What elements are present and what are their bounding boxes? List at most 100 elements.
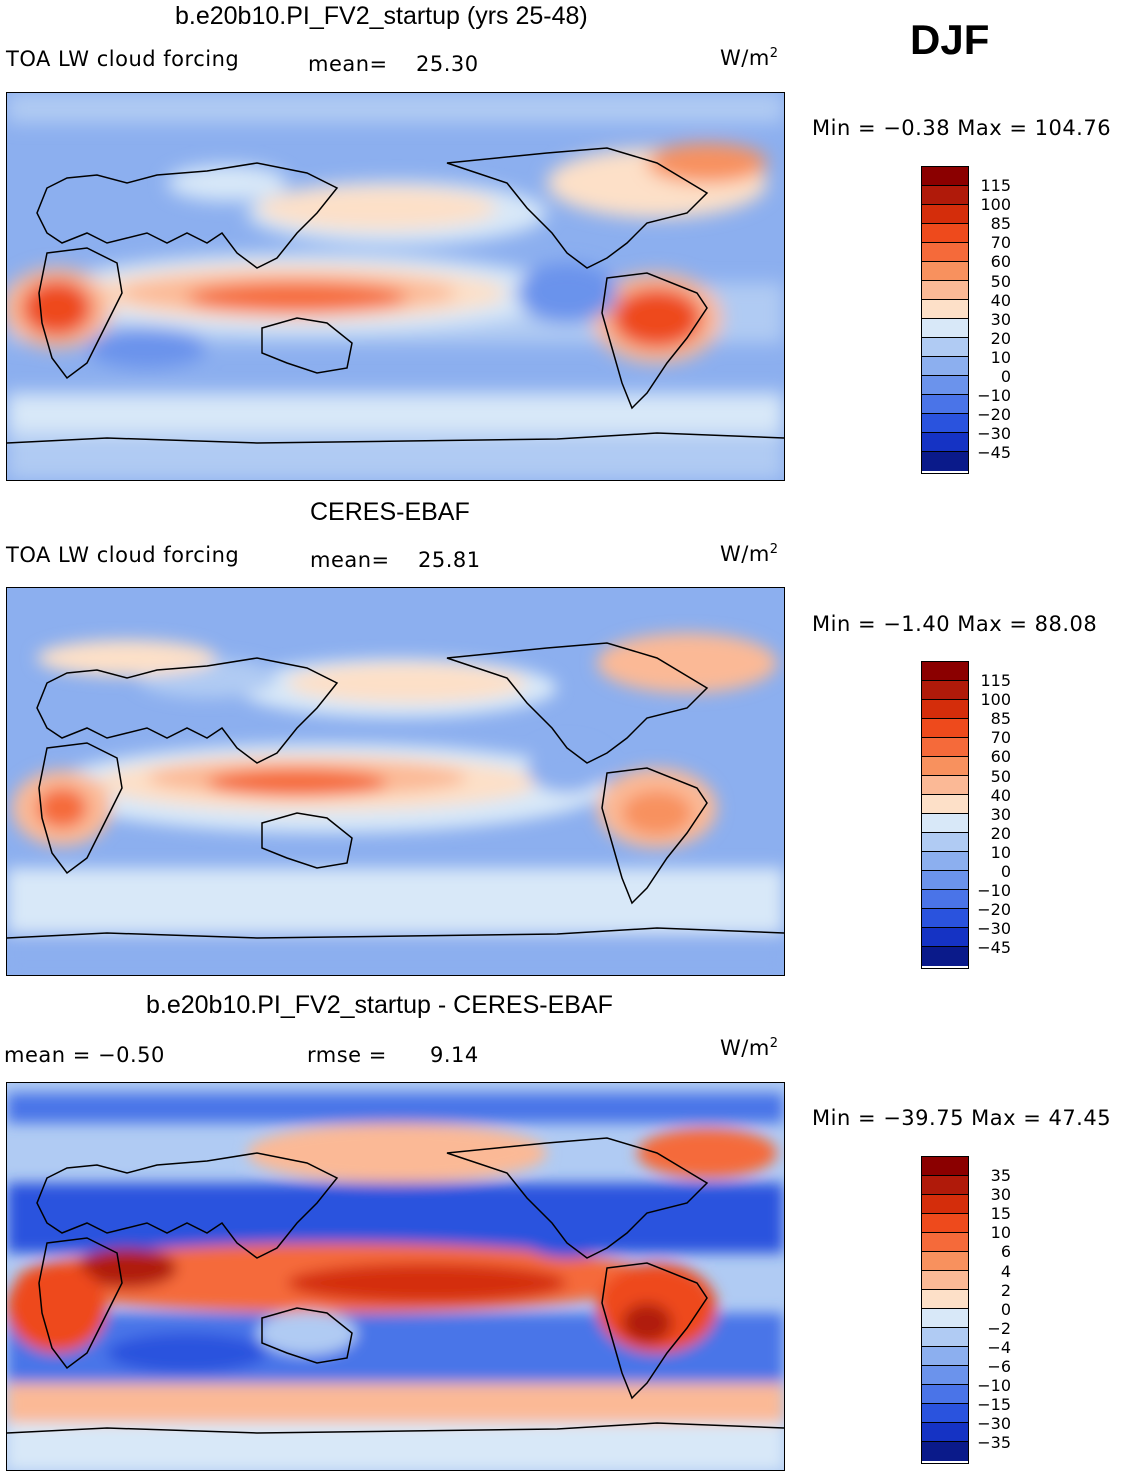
panel3-colorbar-box: [922, 1214, 968, 1233]
panel3-colorbar-box: [922, 1404, 968, 1423]
panel3-colorbar-box: [922, 1385, 968, 1404]
panel3-colorbar-tick: 30: [990, 1185, 1011, 1205]
panel1-colorbar-box: [922, 452, 968, 471]
panel3-colorbar: [921, 1156, 969, 1464]
panel2-colorbar-box: [922, 700, 968, 719]
panel1-map: [6, 92, 785, 481]
panel1-colorbar-tick: −10: [977, 386, 1011, 406]
panel1-colorbar-box: [922, 167, 968, 186]
panel1-colorbar-tick: 20: [990, 328, 1011, 348]
panel1-colorbar-tick: −20: [977, 405, 1011, 425]
panel3-map-graphic: [7, 1083, 784, 1470]
panel3-colorbar-box: [922, 1290, 968, 1309]
panel3-mean-stat: mean = −0.50: [4, 1043, 165, 1067]
panel3-colorbar-tick: 15: [990, 1204, 1011, 1224]
panel1-colorbar-box: [922, 281, 968, 300]
panel2-colorbar-tick: 85: [990, 709, 1011, 729]
panel3-minmax: Min = −39.75 Max = 47.45: [812, 1106, 1112, 1130]
panel1-mean-label: mean=: [308, 52, 388, 76]
panel2-map: [6, 587, 785, 976]
season-label: DJF: [910, 16, 990, 63]
panel3-colorbar-tick: 6: [1000, 1242, 1011, 1262]
panel3-colorbar-tick: −4: [987, 1337, 1011, 1357]
panel2-colorbar-box: [922, 776, 968, 795]
panel1-units: W/m2: [720, 46, 779, 70]
panel1-colorbar-box: [922, 395, 968, 414]
panel1-colorbar-box: [922, 376, 968, 395]
panel3-colorbar-box: [922, 1176, 968, 1195]
panel3-title: b.e20b10.PI_FV2_startup - CERES-EBAF: [146, 991, 613, 1019]
panel3-colorbar-box: [922, 1309, 968, 1328]
panel3-colorbar-box: [922, 1252, 968, 1271]
panel1-colorbar-tick: 70: [990, 233, 1011, 253]
panel2-colorbar-box: [922, 814, 968, 833]
panel2-colorbar-tick: 10: [990, 842, 1011, 862]
panel1-colorbar-tick: −45: [977, 443, 1011, 463]
panel1-colorbar-box: [922, 186, 968, 205]
panel1-colorbar: [921, 166, 969, 474]
panel2-colorbar-box: [922, 757, 968, 776]
panel1-colorbar-tick: 85: [990, 214, 1011, 234]
panel2-colorbar-box: [922, 871, 968, 890]
panel1-coastlines: [7, 147, 784, 444]
panel1-minmax: Min = −0.38 Max = 104.76: [812, 116, 1112, 140]
panel2-colorbar-tick: 115: [980, 671, 1011, 690]
panel1-colorbar-box: [922, 433, 968, 452]
panel2-colorbar-tick: −10: [977, 881, 1011, 901]
panel3-colorbar-box: [922, 1366, 968, 1385]
panel2-colorbar-box: [922, 662, 968, 681]
panel2-minmax: Min = −1.40 Max = 88.08: [812, 612, 1098, 636]
panel2-colorbar-tick: 0: [1000, 862, 1011, 881]
panel1-colorbar-box: [922, 224, 968, 243]
panel3-colorbar-box: [922, 1442, 968, 1461]
panel1-map-graphic: [7, 93, 784, 480]
panel2-map-graphic: [7, 588, 784, 975]
panel3-colorbar-tick: −35: [977, 1433, 1011, 1453]
panel3-map: [6, 1082, 785, 1471]
panel2-colorbar-box: [922, 795, 968, 814]
panel2-colorbar-tick: 50: [990, 766, 1011, 786]
panel2-title: CERES-EBAF: [310, 498, 470, 526]
panel3-colorbar-tick: 10: [990, 1223, 1011, 1243]
panel3-colorbar-tick: 35: [990, 1166, 1011, 1185]
panel2-colorbar-tick: −45: [977, 938, 1011, 958]
panel2-coastlines: [7, 642, 784, 939]
panel3-colorbar-box: [922, 1347, 968, 1366]
panel3-colorbar-tick: 4: [1000, 1261, 1011, 1281]
panel3-colorbar-box: [922, 1271, 968, 1290]
panel2-colorbar-box: [922, 738, 968, 757]
panel1-variable-label: TOA LW cloud forcing: [6, 47, 240, 71]
panel1-colorbar-tick: 30: [990, 309, 1011, 329]
panel1-colorbar-tick: 115: [980, 176, 1011, 195]
panel2-colorbar: [921, 661, 969, 969]
panel1-title: b.e20b10.PI_FV2_startup (yrs 25-48): [175, 2, 588, 30]
panel1-colorbar-box: [922, 319, 968, 338]
panel3-colorbar-tick: 0: [1000, 1299, 1011, 1319]
panel3-colorbar-tick: −6: [987, 1357, 1011, 1376]
panel1-colorbar-box: [922, 262, 968, 281]
panel2-colorbar-tick: −20: [977, 900, 1011, 920]
panel3-colorbar-box: [922, 1233, 968, 1252]
panel2-colorbar-box: [922, 947, 968, 966]
panel2-colorbar-box: [922, 928, 968, 947]
panel3-colorbar-box: [922, 1157, 968, 1176]
panel1-colorbar-box: [922, 300, 968, 319]
panel3-rmse-value: 9.14: [430, 1043, 479, 1067]
panel2-colorbar-box: [922, 681, 968, 700]
panel2-colorbar-tick: −30: [977, 919, 1011, 939]
panel3-rmse-label: rmse =: [307, 1043, 387, 1067]
panel2-colorbar-box: [922, 852, 968, 871]
panel2-mean-value: 25.81: [418, 548, 481, 572]
panel1-colorbar-tick: 40: [990, 290, 1011, 310]
panel3-colorbar-tick: 2: [1000, 1280, 1011, 1300]
panel3-coastlines: [7, 1137, 784, 1434]
panel1-colorbar-tick: 60: [990, 252, 1011, 272]
panel2-units: W/m2: [720, 542, 779, 566]
panel2-colorbar-tick: 100: [980, 690, 1011, 710]
panel3-colorbar-tick: −2: [987, 1318, 1011, 1338]
panel1-mean-value: 25.30: [416, 52, 479, 76]
panel3-colorbar-box: [922, 1195, 968, 1214]
panel2-colorbar-box: [922, 909, 968, 928]
panel2-colorbar-tick: 40: [990, 785, 1011, 805]
panel2-colorbar-box: [922, 719, 968, 738]
